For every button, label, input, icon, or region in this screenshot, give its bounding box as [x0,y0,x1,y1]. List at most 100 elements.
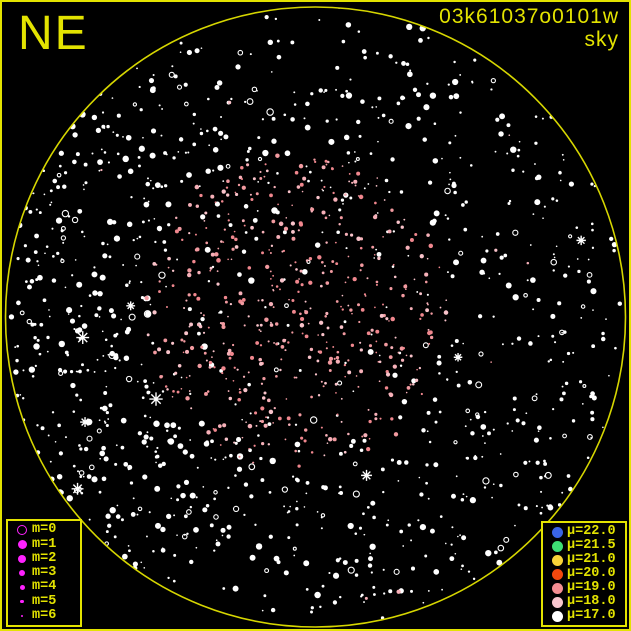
legend-label: m=0 [32,522,57,538]
star [155,461,157,464]
cluster-star [387,229,392,234]
star [95,127,102,134]
cluster-star [276,234,281,239]
cluster-star [290,221,296,226]
star [204,246,211,253]
star [268,490,272,494]
star [107,161,111,164]
star [332,600,338,605]
star [369,552,372,555]
ring-star [292,546,297,551]
cluster-star [220,240,223,243]
star [91,476,98,483]
star [152,187,155,190]
star [180,179,184,183]
star [128,549,131,553]
star [148,511,151,514]
star [198,185,201,188]
cluster-star [426,302,429,305]
magnitude-marker [21,614,23,617]
star [608,374,610,377]
star [15,358,19,363]
star [335,65,340,70]
star [243,204,249,209]
star [214,84,220,90]
star [189,492,196,499]
star [503,253,508,258]
star [591,395,597,401]
cluster-star [260,406,265,411]
cluster-star [424,280,428,284]
cluster-star [301,332,304,335]
star [227,486,230,489]
star [140,363,143,366]
star [210,439,214,444]
cluster-star [321,333,325,337]
star [294,441,301,448]
star [263,594,267,598]
star [141,220,145,224]
cluster-star [356,236,361,242]
star [52,178,58,184]
cluster-star [227,348,232,353]
cluster-star [258,328,261,331]
star [34,233,39,239]
star [215,541,221,547]
cluster-star [250,355,255,360]
cluster-star [338,223,341,226]
star [305,492,308,495]
star [247,146,252,151]
field-circle [4,6,627,628]
ring-star [143,310,152,318]
star [25,280,28,284]
cluster-star [247,315,250,318]
star [345,247,348,250]
star [566,474,571,478]
star [213,497,216,501]
ring-star [125,375,133,383]
cluster-star [196,296,201,301]
cluster-star [229,302,233,306]
star [66,353,70,357]
star [112,220,117,225]
star [77,470,80,473]
ring-star [482,477,490,485]
cluster-star [294,170,299,175]
ring-star [257,156,263,162]
star [177,151,180,153]
star [426,82,429,85]
cluster-star [152,310,157,315]
cluster-star [300,283,304,287]
mu-marker [551,582,563,594]
star [395,61,398,64]
cluster-star [272,422,274,424]
cluster-star [299,323,305,328]
legend-label: μ=22.0 [567,524,616,539]
cluster-star [286,416,291,421]
star [508,199,512,203]
cluster-star [227,213,230,215]
star [423,104,430,111]
cluster-star [419,292,423,296]
star [427,36,430,40]
star [81,363,84,367]
star [217,164,224,171]
cluster-star [294,261,297,264]
cluster-star [334,382,338,386]
cluster-star [181,238,184,242]
star [163,151,167,155]
star [226,524,232,530]
cluster-star [366,331,371,336]
legend-label: m=6 [32,607,57,623]
star [406,23,413,31]
star [56,473,63,480]
star [590,391,595,396]
star [183,514,188,519]
cluster-star [226,179,230,183]
star [488,277,491,280]
star [305,101,310,107]
ring-star [475,381,483,389]
cluster-star [221,321,226,326]
cluster-star [321,271,325,275]
cluster-star [351,181,354,184]
